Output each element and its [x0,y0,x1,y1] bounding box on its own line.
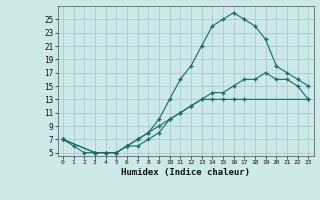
X-axis label: Humidex (Indice chaleur): Humidex (Indice chaleur) [121,168,250,177]
